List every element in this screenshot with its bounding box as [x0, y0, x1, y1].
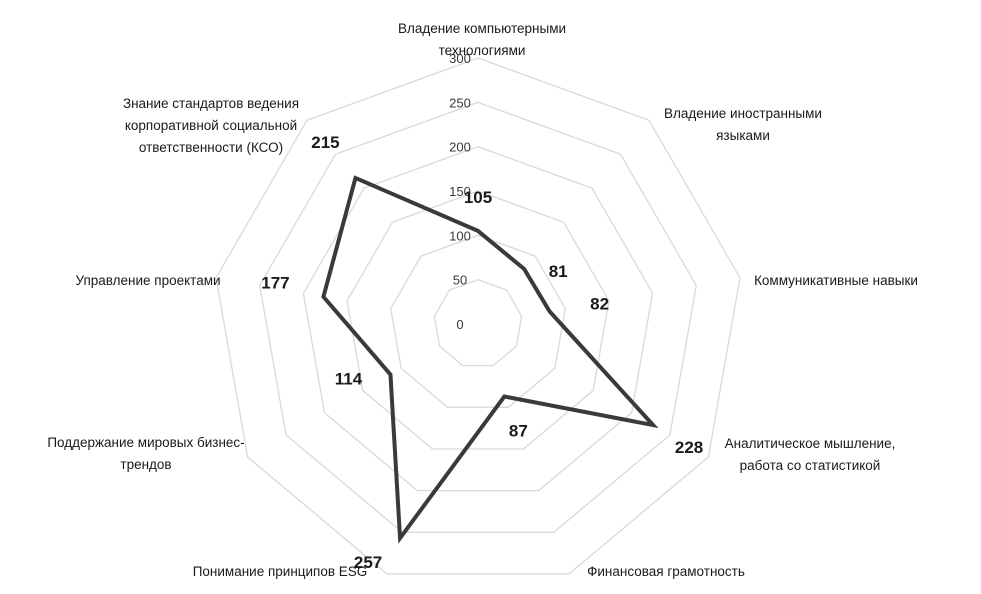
tick-label: 50: [453, 273, 467, 288]
category-label-line: ответственности (КСО): [139, 140, 283, 155]
data-label: 215: [311, 133, 339, 152]
tick-label: 150: [449, 184, 471, 199]
category-label: Владение иностранными языками: [664, 106, 822, 143]
data-label: 81: [549, 262, 568, 281]
radar-grid: [215, 57, 741, 575]
data-label: 177: [261, 274, 289, 293]
data-label: 87: [509, 421, 528, 440]
grid-ring-50: [433, 278, 523, 367]
category-label-line: Знание стандартов ведения: [123, 96, 299, 111]
grid-ring-150: [346, 190, 610, 450]
data-label: 114: [335, 370, 363, 389]
category-label: Управление проектами: [75, 273, 220, 288]
category-label-line: Коммуникативные навыки: [754, 273, 918, 288]
category-label: Понимание принципов ESG: [193, 564, 368, 579]
category-label-line: Понимание принципов ESG: [193, 564, 368, 579]
category-label: Поддержание мировых бизнес-трендов: [47, 435, 244, 472]
category-label: Знание стандартов ведения корпоративной с…: [123, 96, 299, 155]
category-label: Коммуникативные навыки: [754, 273, 918, 288]
category-label-line: Владение компьютерными: [398, 21, 566, 36]
category-label-line: Финансовая грамотность: [587, 564, 745, 579]
data-labels: 105 81 82 228 87 257 114 177 215: [261, 133, 703, 572]
tick-label: 200: [449, 140, 471, 155]
category-label-line: Аналитическое мышление,: [725, 436, 896, 451]
category-label-line: работа со статистикой: [740, 458, 881, 473]
tick-label: 0: [456, 317, 463, 332]
category-label-line: трендов: [120, 457, 171, 472]
category-label-line: Поддержание мировых бизнес-: [47, 435, 244, 450]
grid-ring-300: [215, 57, 741, 575]
data-label: 228: [675, 438, 703, 457]
radar-series: [321, 175, 659, 544]
category-label-line: языками: [716, 128, 770, 143]
data-label: 105: [464, 188, 492, 207]
tick-label: 100: [449, 228, 471, 243]
grid-ring-100: [389, 234, 567, 408]
category-label-line: технологиями: [439, 43, 526, 58]
tick-label: 250: [449, 95, 471, 110]
grid-ring-200: [302, 145, 654, 492]
data-label: 82: [590, 294, 609, 313]
series-line: [321, 175, 659, 544]
category-label: Аналитическое мышление, работа со статист…: [725, 436, 896, 473]
grid-ring-250: [259, 101, 697, 533]
category-label-line: Управление проектами: [75, 273, 220, 288]
category-label: Владение компьютерными технологиями: [398, 21, 566, 58]
category-labels: Владение компьютерными технологиямиВладен…: [47, 21, 918, 579]
category-label-line: корпоративной социальной: [125, 118, 297, 133]
tick-label: 300: [449, 51, 471, 66]
category-label: Финансовая грамотность: [587, 564, 745, 579]
radial-tick-labels: 0 50 100 150 200 250 300: [449, 51, 471, 332]
category-label-line: Владение иностранными: [664, 106, 822, 121]
data-label: 257: [354, 553, 382, 572]
